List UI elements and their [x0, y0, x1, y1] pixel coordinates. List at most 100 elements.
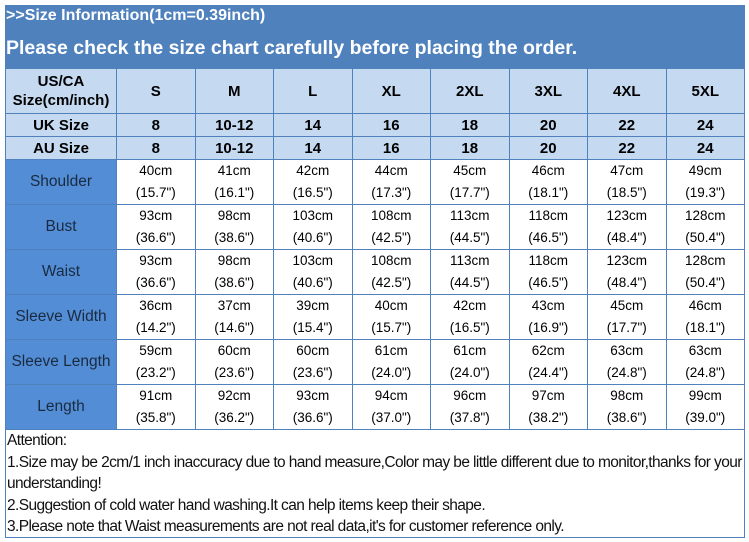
size-row: US/CA Size(cm/inch) S M L XL 2XL 3XL 4XL 5XL: [5, 68, 745, 114]
inch-value: (39.0"): [685, 410, 726, 425]
size-cell: 14: [273, 136, 353, 160]
size-cell-text: 16: [382, 139, 400, 157]
size-cell-text: 8: [151, 116, 160, 134]
cm-value: 63cm: [688, 343, 722, 358]
inch-value: (14.6"): [214, 320, 255, 335]
measurement-cell: 60cm (23.6"): [194, 339, 274, 385]
inch-value: (14.2"): [135, 320, 176, 335]
cm-value: 128cm: [684, 253, 726, 268]
inch-value: (15.7"): [371, 320, 412, 335]
attention-note: 1.Size may be 2cm/1 inch inaccuracy due …: [7, 453, 742, 493]
cm-value: 123cm: [606, 208, 648, 223]
size-cell: 8: [116, 113, 196, 137]
measurement-cell: 123cm (48.4"): [587, 204, 667, 250]
measurement-label-text: Shoulder: [29, 173, 93, 190]
size-cell: 20: [508, 113, 588, 137]
cm-value: 93cm: [296, 388, 330, 403]
measurement-cell: 49cm (19.3"): [665, 159, 745, 205]
measurement-cell: 98cm (38.6"): [194, 249, 274, 295]
cm-value: 113cm: [449, 208, 490, 223]
size-cell-text: 22: [618, 139, 636, 157]
inch-value: (16.9"): [528, 320, 569, 335]
measurement-label: Shoulder: [5, 159, 117, 205]
cm-value: 96cm: [453, 388, 487, 403]
cm-value: 39cm: [296, 298, 330, 313]
size-cell-text: 14: [304, 116, 322, 134]
size-cell-text: L: [308, 82, 318, 100]
size-cell: 2XL: [430, 68, 510, 114]
cm-value: 61cm: [453, 343, 487, 358]
size-cell-text: 8: [151, 139, 160, 157]
size-cell: 22: [587, 136, 667, 160]
cm-value: 91cm: [139, 388, 173, 403]
inch-value: (44.5"): [449, 230, 490, 245]
cm-value: 42cm: [453, 298, 487, 313]
cm-value: 47cm: [610, 163, 644, 178]
cm-value: 40cm: [374, 298, 408, 313]
inch-value: (18.1"): [685, 320, 726, 335]
measurement-cell: 46cm (18.1"): [508, 159, 588, 205]
size-cell-text: S: [150, 82, 161, 100]
measurement-cell: 98cm (38.6"): [194, 204, 274, 250]
measurement-cell: 59cm (23.2"): [116, 339, 196, 385]
measurement-label-text: Sleeve Width: [15, 308, 107, 325]
measurement-cell: 44cm (17.3"): [351, 159, 431, 205]
cm-value: 37cm: [217, 298, 251, 313]
measurement-cell: 97cm (38.2"): [508, 384, 588, 430]
measurement-cell: 94cm (37.0"): [351, 384, 431, 430]
cm-value: 103cm: [292, 208, 334, 223]
measurement-row: Shoulder 40cm (15.7") 41cm (16.1") 42cm (16.5"…: [5, 159, 745, 205]
inch-value: (44.5"): [449, 275, 490, 290]
measurement-cell: 45cm (17.7"): [587, 294, 667, 340]
inch-value: (15.4"): [292, 320, 333, 335]
attention-title: Attention:: [7, 432, 67, 449]
measurement-cell: 37cm (14.6"): [194, 294, 274, 340]
inch-value: (36.6"): [292, 410, 333, 425]
measurement-cell: 46cm (18.1"): [665, 294, 745, 340]
inch-value: (42.5"): [371, 230, 412, 245]
size-cell-text: 22: [618, 116, 636, 134]
cm-value: 43cm: [531, 298, 565, 313]
measurement-label-text: Bust: [45, 218, 77, 235]
size-chart: >>Size Information(1cm=0.39inch) Please …: [5, 5, 745, 538]
inch-value: (24.0"): [371, 365, 412, 380]
measurement-cell: 36cm (14.2"): [116, 294, 196, 340]
size-cell: M: [194, 68, 274, 114]
size-cell-text: 10-12: [215, 139, 254, 157]
measurement-row: Bust 93cm (36.6") 98cm (38.6") 103cm (40.6") 10…: [5, 204, 745, 250]
measurement-cell: 63cm (24.8"): [587, 339, 667, 385]
size-table: US/CA Size(cm/inch) S M L XL 2XL 3XL 4XL 5XL UK S…: [5, 68, 745, 430]
size-cell: 5XL: [665, 68, 745, 114]
inch-value: (42.5"): [371, 275, 412, 290]
cm-value: 36cm: [139, 298, 173, 313]
row-label: AU Size: [5, 136, 117, 160]
inch-value: (37.8"): [449, 410, 490, 425]
inch-value: (16.1"): [214, 185, 255, 200]
inch-value: (38.6"): [606, 410, 647, 425]
measurement-row: Sleeve Width 36cm (14.2") 37cm (14.6") 39cm (1…: [5, 294, 745, 340]
size-cell: 8: [116, 136, 196, 160]
size-cell: 24: [665, 113, 745, 137]
inch-value: (24.4"): [528, 365, 569, 380]
cm-value: 98cm: [217, 253, 251, 268]
cm-value: 123cm: [606, 253, 648, 268]
measurement-cell: 96cm (37.8"): [430, 384, 510, 430]
inch-value: (48.4"): [606, 230, 647, 245]
cm-value: 92cm: [217, 388, 251, 403]
row-label: UK Size: [5, 113, 117, 137]
measurement-cell: 91cm (35.8"): [116, 384, 196, 430]
size-cell-text: 10-12: [215, 116, 254, 134]
measurement-row: Waist 93cm (36.6") 98cm (38.6") 103cm (40.6") 1…: [5, 249, 745, 295]
row-label-text: UK Size: [33, 116, 89, 134]
measurement-cell: 63cm (24.8"): [665, 339, 745, 385]
cm-value: 98cm: [217, 208, 251, 223]
size-cell: XL: [351, 68, 431, 114]
measurement-cell: 61cm (24.0"): [430, 339, 510, 385]
cm-value: 108cm: [370, 208, 412, 223]
size-cell: 3XL: [508, 68, 588, 114]
inch-value: (50.4"): [685, 275, 726, 290]
inch-value: (36.6"): [135, 275, 176, 290]
size-cell-text: 20: [539, 139, 557, 157]
size-cell: 18: [430, 113, 510, 137]
cm-value: 44cm: [374, 163, 408, 178]
